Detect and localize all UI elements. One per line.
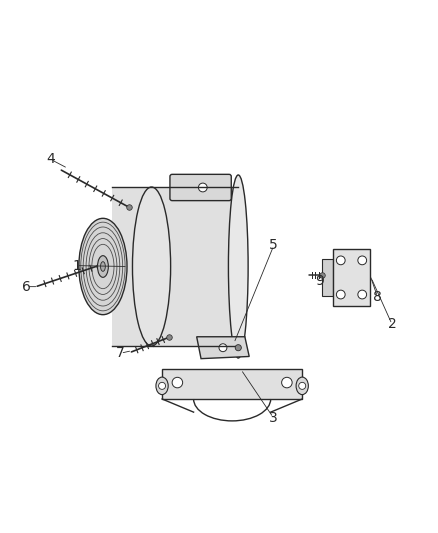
Text: 2: 2 xyxy=(388,317,396,332)
Circle shape xyxy=(159,382,166,390)
Text: 4: 4 xyxy=(46,152,55,166)
Ellipse shape xyxy=(132,187,171,346)
Ellipse shape xyxy=(296,377,308,394)
Circle shape xyxy=(299,382,306,390)
Ellipse shape xyxy=(98,256,108,277)
Ellipse shape xyxy=(229,175,248,358)
Text: 3: 3 xyxy=(269,410,278,425)
FancyBboxPatch shape xyxy=(170,174,231,200)
Text: 7: 7 xyxy=(116,346,125,360)
Text: 5: 5 xyxy=(269,238,278,253)
Circle shape xyxy=(336,290,345,299)
Polygon shape xyxy=(197,337,249,359)
Text: 9: 9 xyxy=(315,273,324,287)
Circle shape xyxy=(336,256,345,265)
Polygon shape xyxy=(162,369,302,399)
Circle shape xyxy=(172,377,183,388)
Circle shape xyxy=(282,377,292,388)
Circle shape xyxy=(358,290,367,299)
Circle shape xyxy=(235,345,241,351)
Polygon shape xyxy=(112,188,238,345)
Ellipse shape xyxy=(100,262,105,271)
Text: 8: 8 xyxy=(373,290,382,304)
Ellipse shape xyxy=(79,219,127,314)
Circle shape xyxy=(219,344,227,352)
Circle shape xyxy=(358,256,367,265)
Text: 1: 1 xyxy=(72,259,81,272)
Bar xyxy=(322,259,333,296)
Bar xyxy=(333,249,370,306)
Text: 6: 6 xyxy=(22,280,31,294)
Ellipse shape xyxy=(156,377,168,394)
Circle shape xyxy=(198,183,207,192)
